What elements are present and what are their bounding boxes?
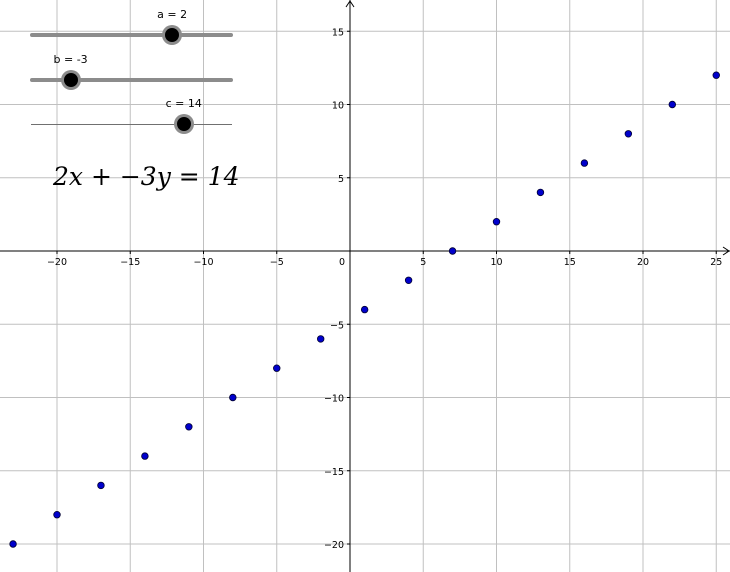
x-tick-label: −15 bbox=[120, 257, 140, 268]
x-tick-label: −20 bbox=[47, 257, 67, 268]
slider-b-label: b = -3 bbox=[53, 53, 88, 66]
slider-c-track[interactable] bbox=[31, 123, 232, 125]
data-point[interactable] bbox=[536, 188, 545, 197]
y-tick-label: 15 bbox=[332, 27, 344, 38]
y-tick-label: −15 bbox=[324, 467, 344, 478]
data-point[interactable] bbox=[580, 159, 589, 167]
y-axis-arrow bbox=[345, 0, 355, 8]
slider-c-knob[interactable] bbox=[176, 117, 191, 131]
equation-text: 2x + −3y = 14 bbox=[53, 162, 240, 191]
x-tick-label: 25 bbox=[710, 257, 722, 268]
y-tick-label: −5 bbox=[330, 320, 344, 331]
data-point[interactable] bbox=[141, 452, 149, 460]
data-point[interactable] bbox=[273, 364, 281, 372]
slider-c-label: c = 14 bbox=[165, 97, 202, 110]
data-point[interactable] bbox=[97, 481, 105, 490]
data-point[interactable] bbox=[492, 217, 501, 226]
slider-a-label: a = 2 bbox=[157, 8, 188, 21]
tick-labels: −20 −15 −10 −5 0 5 10 15 20 25 −20 −15 −10 −5 5 10 15 bbox=[47, 27, 722, 551]
data-point[interactable] bbox=[317, 335, 325, 343]
slider-a-track[interactable] bbox=[30, 33, 233, 37]
y-tick-label: 5 bbox=[338, 174, 344, 185]
slider-b-track[interactable] bbox=[30, 78, 233, 82]
data-point[interactable] bbox=[448, 247, 457, 255]
data-point[interactable] bbox=[668, 100, 676, 109]
y-tick-label: −20 bbox=[324, 540, 344, 551]
data-point[interactable] bbox=[229, 393, 237, 402]
data-point[interactable] bbox=[185, 423, 193, 431]
slider-b-knob[interactable] bbox=[63, 73, 78, 87]
x-tick-label: 15 bbox=[564, 257, 576, 268]
data-point[interactable] bbox=[53, 511, 61, 519]
x-tick-label: −5 bbox=[270, 257, 284, 268]
y-tick-label: −10 bbox=[324, 394, 344, 405]
data-point[interactable] bbox=[9, 540, 17, 548]
y-tick-label: 10 bbox=[332, 101, 344, 112]
x-tick-label: 20 bbox=[637, 257, 649, 268]
point-series[interactable] bbox=[9, 71, 720, 548]
x-tick-label: 10 bbox=[490, 257, 502, 268]
data-point[interactable] bbox=[404, 276, 413, 284]
slider-a-knob[interactable] bbox=[165, 28, 180, 42]
x-tick-label: 0 bbox=[339, 257, 345, 268]
x-axis-arrow bbox=[722, 246, 730, 256]
data-point[interactable] bbox=[712, 71, 720, 79]
data-point[interactable] bbox=[360, 305, 369, 314]
data-point[interactable] bbox=[624, 130, 633, 138]
x-tick-label: 5 bbox=[420, 257, 426, 268]
x-tick-label: −10 bbox=[193, 257, 213, 268]
